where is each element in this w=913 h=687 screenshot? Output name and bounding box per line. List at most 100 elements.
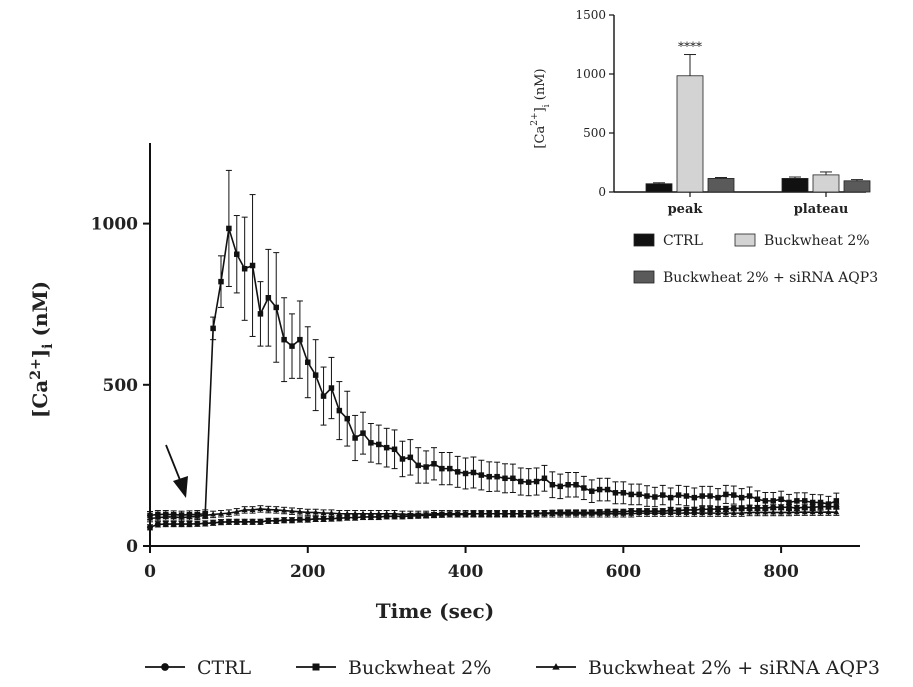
data-point: [368, 440, 374, 446]
inset-legend-swatch: [633, 270, 655, 284]
data-point: [296, 516, 303, 523]
data-point: [431, 461, 437, 467]
data-point: [241, 265, 248, 272]
data-point: [589, 488, 595, 494]
data-point: [573, 481, 579, 488]
data-point: [596, 486, 603, 493]
series-buckwheat-2-sirna-aqp3: [147, 505, 840, 523]
data-point: [802, 498, 808, 504]
data-point: [793, 509, 800, 515]
data-point: [809, 499, 816, 506]
data-point: [312, 509, 319, 515]
data-point: [809, 509, 816, 515]
legend-label: Buckwheat 2% + siRNA AQP3: [588, 657, 880, 679]
data-point: [454, 469, 461, 475]
data-point: [162, 521, 169, 528]
data-point: [415, 462, 421, 469]
data-point: [659, 510, 666, 516]
data-point: [304, 509, 311, 515]
data-point: [786, 499, 792, 506]
data-point: [730, 510, 737, 516]
data-point: [257, 505, 264, 511]
data-point: [746, 509, 753, 515]
data-point: [281, 517, 288, 524]
data-point: [344, 510, 351, 516]
data-point: [715, 510, 721, 516]
series-line: [149, 228, 837, 517]
inset-chart: 0 500 1000 1500 [Ca2+]i (nM) peak plateau ****: [530, 8, 871, 217]
data-point: [344, 415, 350, 422]
data-point: [817, 499, 824, 506]
data-point: [296, 508, 303, 514]
data-point: [320, 515, 327, 522]
data-point: [502, 475, 508, 482]
main-legend: CTRL Buckwheat 2% Buckwheat 2% + siRNA AQP…: [145, 657, 880, 679]
data-point: [533, 478, 540, 485]
data-point: [604, 486, 611, 493]
data-point: [234, 251, 240, 257]
data-point: [257, 311, 264, 317]
data-point: [549, 510, 556, 516]
data-point: [565, 481, 571, 488]
data-point: [478, 510, 485, 516]
data-point: [778, 496, 784, 503]
data-point: [683, 510, 690, 516]
data-point: [580, 510, 587, 516]
stimulus-arrow: [165, 444, 188, 498]
legend-label: CTRL: [197, 657, 252, 679]
data-point: [691, 510, 698, 516]
data-point: [305, 359, 311, 365]
data-point: [289, 343, 295, 349]
data-point: [273, 506, 280, 512]
data-point: [494, 473, 500, 480]
data-point: [186, 521, 193, 528]
data-point: [651, 510, 658, 516]
inset-legend-label: Buckwheat 2%: [764, 233, 870, 249]
data-point: [762, 498, 769, 504]
data-point: [470, 510, 477, 516]
data-point: [731, 492, 737, 498]
data-point: [288, 517, 296, 524]
data-point: [604, 510, 611, 516]
data-point: [383, 444, 390, 451]
data-point: [620, 490, 627, 496]
inset-y-tick-label: 500: [583, 126, 606, 140]
data-point: [502, 510, 508, 516]
data-point: [281, 336, 287, 343]
data-point: [714, 505, 722, 512]
data-point: [431, 510, 437, 516]
data-point: [336, 510, 343, 516]
data-point: [178, 521, 185, 528]
data-point: [336, 407, 343, 414]
data-point: [478, 472, 485, 478]
data-point: [186, 513, 193, 520]
data-point: [636, 491, 642, 498]
data-point: [652, 494, 658, 500]
inset-bar: [843, 180, 871, 193]
data-point: [699, 506, 706, 513]
data-point: [707, 506, 714, 513]
data-point: [202, 512, 209, 518]
inset-y-tick-label: 1500: [575, 8, 606, 22]
series-line: [149, 508, 837, 520]
inset-bar: [645, 183, 673, 193]
data-point: [770, 498, 776, 504]
x-axis-title: Time (sec): [376, 599, 494, 623]
data-point: [194, 513, 201, 519]
data-point: [249, 262, 256, 269]
x-tick-label: 0: [144, 562, 156, 582]
data-point: [147, 515, 153, 521]
data-point: [667, 494, 674, 501]
inset-legend-swatch: [633, 233, 655, 247]
data-point: [217, 519, 225, 526]
data-point: [225, 510, 232, 516]
data-point: [715, 494, 721, 501]
data-point: [825, 509, 832, 515]
data-point: [233, 518, 240, 525]
data-point: [249, 518, 256, 525]
data-point: [699, 493, 705, 499]
inset-y-tick-label: 1000: [575, 67, 606, 81]
data-point: [833, 498, 840, 504]
data-point: [328, 510, 335, 516]
